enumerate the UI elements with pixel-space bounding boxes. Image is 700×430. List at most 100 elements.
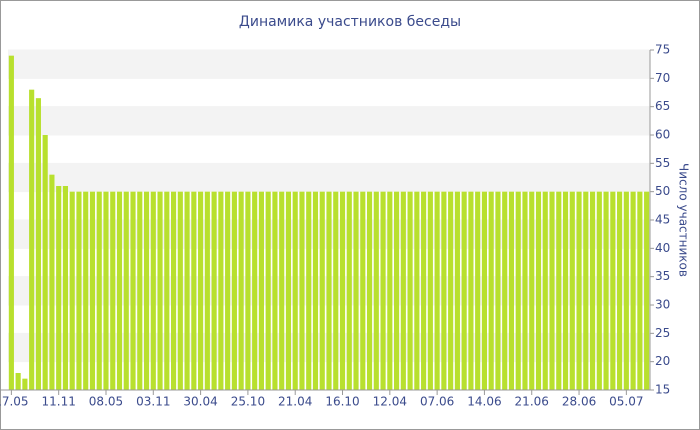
bar <box>617 191 623 390</box>
bar <box>312 191 319 390</box>
bar <box>400 191 406 390</box>
bar <box>346 191 352 390</box>
bar <box>56 186 62 390</box>
bar <box>583 191 589 390</box>
bar <box>123 191 129 390</box>
bar <box>35 98 41 391</box>
bar <box>62 186 69 390</box>
bar <box>49 174 55 390</box>
bar <box>306 191 312 390</box>
bar <box>448 191 454 390</box>
x-tick-label: 16.10 <box>325 395 359 409</box>
x-tick-label: 03.11 <box>136 395 170 409</box>
bar <box>630 191 636 390</box>
y-tick-label: 40 <box>655 241 670 255</box>
bar <box>542 191 548 390</box>
bar <box>272 191 278 390</box>
bar <box>279 191 285 390</box>
bar <box>184 191 190 390</box>
x-tick-label: 05.07 <box>609 395 643 409</box>
bar <box>211 191 217 390</box>
bar <box>96 191 102 390</box>
bar <box>502 191 508 390</box>
bar <box>238 191 244 390</box>
x-tick-label: 08.05 <box>89 395 123 409</box>
y-tick-label: 15 <box>655 383 670 397</box>
bar <box>339 191 346 390</box>
bar <box>245 191 251 390</box>
x-tick-label: 21.04 <box>278 395 312 409</box>
bar <box>461 191 467 390</box>
bar <box>218 191 224 390</box>
bar <box>177 191 183 390</box>
y-tick-label: 60 <box>655 128 670 142</box>
bar <box>414 191 420 390</box>
bar <box>556 191 562 390</box>
bar <box>454 191 460 390</box>
bar <box>589 191 596 390</box>
bar <box>198 191 204 390</box>
bar <box>150 191 156 390</box>
bar <box>488 191 494 390</box>
bar <box>143 191 150 390</box>
y-axis-title: Число участников <box>677 163 691 277</box>
bar <box>495 191 501 390</box>
bar <box>596 191 602 390</box>
x-tick-label: 21.06 <box>515 395 549 409</box>
y-tick-label: 45 <box>655 213 670 227</box>
bar <box>252 191 258 390</box>
bar <box>569 191 575 390</box>
bar <box>299 191 305 390</box>
x-tick-label: 14.06 <box>467 395 501 409</box>
bar <box>576 191 582 390</box>
bar <box>265 191 271 390</box>
x-tick-label: 12.04 <box>373 395 407 409</box>
bar <box>623 191 629 390</box>
bar <box>333 191 339 390</box>
bar <box>83 191 89 390</box>
bar <box>171 191 177 390</box>
bar <box>481 191 487 390</box>
bar <box>562 191 569 390</box>
bar <box>110 191 116 390</box>
bar <box>407 191 413 390</box>
grid-band <box>8 163 650 192</box>
y-tick-label: 35 <box>655 269 670 283</box>
bar <box>360 191 366 390</box>
bar <box>191 191 197 390</box>
bar <box>319 191 325 390</box>
bar <box>231 191 237 390</box>
y-tick-label: 20 <box>655 354 670 368</box>
x-tick-label: 28.06 <box>562 395 596 409</box>
bar <box>529 191 535 390</box>
bar <box>380 191 386 390</box>
x-tick-label: 30.04 <box>183 395 217 409</box>
y-tick-label: 30 <box>655 298 670 312</box>
bar <box>89 191 96 390</box>
bar <box>137 191 143 390</box>
y-tick-label: 25 <box>655 326 670 340</box>
bar <box>434 191 440 390</box>
bar <box>204 191 210 390</box>
bar <box>394 191 400 390</box>
bar <box>292 191 298 390</box>
bar <box>421 191 427 390</box>
bar <box>225 191 231 390</box>
bar <box>366 191 373 390</box>
bar <box>285 191 292 390</box>
bar <box>373 191 379 390</box>
chart-title: Динамика участников беседы <box>239 14 461 30</box>
x-tick-label: 11.11 <box>42 395 76 409</box>
y-tick-label: 70 <box>655 71 670 85</box>
x-tick-label: 07.06 <box>420 395 454 409</box>
bar <box>475 191 481 390</box>
x-tick-label: 17.05 <box>0 395 29 409</box>
bar <box>76 191 82 390</box>
bar <box>103 191 109 390</box>
bar <box>258 191 264 390</box>
bar <box>69 191 75 390</box>
bar <box>164 191 170 390</box>
bar <box>29 89 35 391</box>
y-tick-label: 55 <box>655 156 670 170</box>
y-tick-label: 50 <box>655 184 670 198</box>
